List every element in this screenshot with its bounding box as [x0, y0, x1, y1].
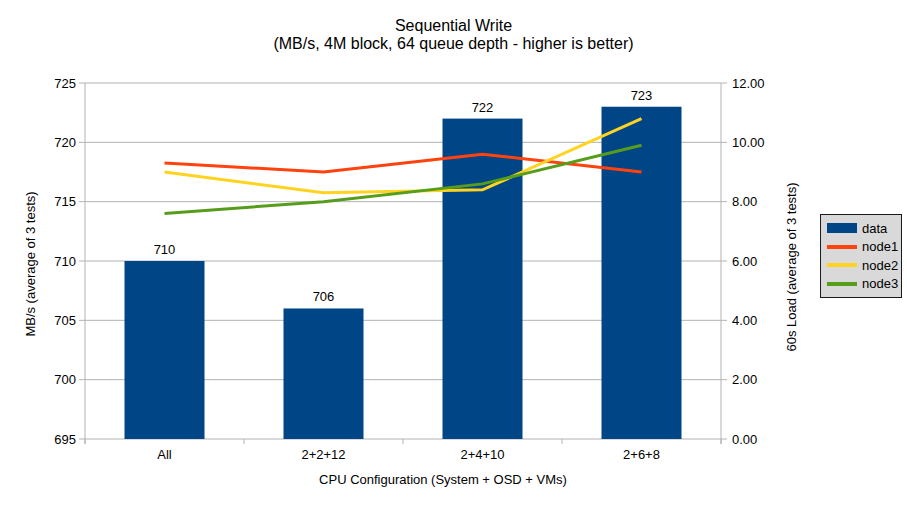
left-axis-tick-label: 700 — [54, 372, 76, 387]
left-axis-tick-label: 715 — [54, 194, 76, 209]
bar-data-label: 706 — [313, 289, 335, 304]
legend-item-data: data — [821, 219, 901, 238]
bar-2+4+10 — [443, 119, 523, 439]
left-axis-tick-label: 705 — [54, 313, 76, 328]
right-axis-tick-label: 4.00 — [732, 313, 757, 328]
category-label: 2+6+8 — [623, 447, 660, 462]
category-label: 2+4+10 — [460, 447, 504, 462]
left-axis-tick-label: 720 — [54, 135, 76, 150]
category-label: 2+2+12 — [301, 447, 345, 462]
right-axis-tick-label: 8.00 — [732, 194, 757, 209]
x-axis-title: CPU Configuration (System + OSD + VMs) — [319, 472, 567, 487]
bar-data-label: 722 — [472, 100, 494, 115]
bar-2+2+12 — [284, 308, 364, 439]
legend-label-data: data — [862, 222, 887, 235]
left-axis-title: MB/s (average of 3 tests) — [23, 191, 38, 336]
right-axis-tick-label: 2.00 — [732, 372, 757, 387]
legend-item-node3: node3 — [821, 275, 901, 294]
bar-2+6+8 — [602, 107, 682, 439]
bar-data-label: 710 — [154, 242, 176, 257]
legend: data node1 node2 node3 — [820, 214, 902, 298]
right-axis-tick-label: 10.00 — [732, 135, 765, 150]
legend-swatch-node3 — [827, 282, 857, 286]
right-axis-tick-label: 0.00 — [732, 432, 757, 447]
left-axis-tick-label: 695 — [54, 432, 76, 447]
plot-area: 695 0.00 700 2.00 705 4.00 710 6.00 715 8.00 720 10… — [0, 0, 907, 510]
legend-label-node3: node3 — [862, 277, 898, 290]
legend-item-node1: node1 — [821, 238, 901, 257]
series-line-node2 — [165, 119, 642, 193]
legend-swatch-data — [827, 223, 857, 233]
legend-swatch-node2 — [827, 263, 857, 267]
legend-item-node2: node2 — [821, 256, 901, 275]
legend-swatch-node1 — [827, 245, 857, 249]
left-axis-tick-label: 725 — [54, 76, 76, 91]
chart: Sequential Write (MB/s, 4M block, 64 que… — [0, 0, 907, 510]
bar-data-label: 723 — [631, 88, 653, 103]
series-line-node3 — [165, 145, 642, 213]
left-axis-tick-label: 710 — [54, 254, 76, 269]
legend-label-node2: node2 — [862, 259, 898, 272]
right-axis-tick-label: 6.00 — [732, 254, 757, 269]
right-axis-tick-label: 12.00 — [732, 76, 765, 91]
legend-label-node1: node1 — [862, 240, 898, 253]
right-axis-title: 60s Load (average of 3 tests) — [784, 182, 799, 351]
bar-All — [125, 261, 205, 439]
category-label: All — [157, 447, 172, 462]
